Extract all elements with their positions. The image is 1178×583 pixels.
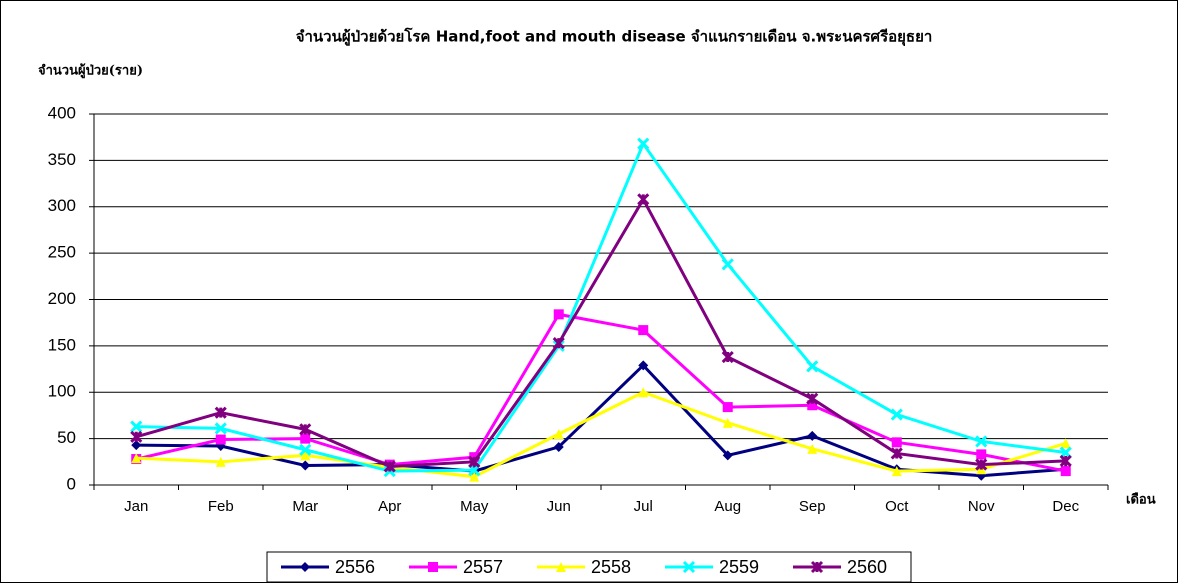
- marker: [468, 455, 481, 468]
- series-line: [136, 140, 1066, 473]
- y-tick-label: 200: [48, 289, 76, 308]
- marker: [214, 422, 227, 435]
- marker: [300, 562, 310, 572]
- marker: [130, 420, 143, 433]
- legend-label: 2556: [335, 557, 375, 577]
- x-tick-label: Feb: [208, 498, 234, 515]
- x-tick-label: Aug: [714, 498, 741, 515]
- marker: [638, 325, 649, 336]
- y-tick-label: 100: [48, 382, 76, 401]
- marker: [638, 360, 649, 371]
- marker: [215, 456, 226, 467]
- marker: [806, 392, 819, 405]
- marker: [807, 430, 818, 441]
- marker: [300, 460, 311, 471]
- marker: [214, 406, 227, 419]
- marker: [976, 449, 987, 460]
- marker: [299, 423, 312, 436]
- marker: [131, 440, 142, 451]
- marker: [722, 402, 733, 413]
- x-tick-label: Dec: [1052, 498, 1079, 515]
- marker: [682, 560, 696, 574]
- marker: [300, 450, 311, 461]
- marker: [890, 408, 903, 421]
- marker: [553, 428, 564, 439]
- marker: [1060, 466, 1071, 477]
- marker: [722, 417, 733, 428]
- x-tick-label: Apr: [378, 498, 401, 515]
- marker: [552, 337, 565, 350]
- y-tick-label: 350: [48, 150, 76, 169]
- marker: [131, 453, 142, 464]
- y-axis-label: จำนวนผู้ป่วย(ราย): [38, 63, 143, 79]
- x-tick-label: Oct: [885, 498, 909, 515]
- marker: [1060, 438, 1071, 449]
- legend-label: 2559: [719, 557, 759, 577]
- marker: [1059, 454, 1072, 467]
- y-tick-label: 300: [48, 196, 76, 215]
- legend-label: 2560: [847, 557, 887, 577]
- x-tick-label: Jan: [124, 498, 148, 515]
- marker: [975, 435, 988, 448]
- y-tick-label: 150: [48, 335, 76, 354]
- marker: [722, 450, 733, 461]
- marker: [299, 443, 312, 456]
- x-axis-label: เดือน: [1126, 492, 1156, 508]
- marker: [891, 437, 902, 448]
- x-tick-label: May: [460, 498, 489, 515]
- y-tick-label: 0: [67, 474, 76, 493]
- marker: [721, 350, 734, 364]
- marker: [721, 258, 734, 271]
- marker: [807, 400, 818, 411]
- series-line: [135, 196, 1066, 468]
- marker: [806, 360, 819, 373]
- marker: [637, 137, 650, 150]
- marker: [428, 562, 438, 572]
- x-tick-label: Jul: [634, 498, 653, 515]
- y-tick-label: 250: [48, 243, 76, 262]
- marker: [130, 430, 143, 443]
- chart-title: จำนวนผู้ป่วยด้วยโรค Hand,foot and mouth …: [296, 27, 933, 47]
- x-tick-label: Jun: [547, 498, 571, 515]
- x-tick-label: Nov: [968, 498, 995, 515]
- legend-label: 2558: [591, 557, 631, 577]
- y-tick-label: 50: [57, 428, 76, 447]
- marker: [300, 433, 311, 444]
- marker: [469, 471, 480, 482]
- marker: [890, 447, 903, 460]
- marker: [383, 460, 396, 473]
- marker: [975, 458, 988, 471]
- marker: [556, 562, 566, 572]
- marker: [553, 309, 564, 320]
- series-line: [136, 390, 1067, 479]
- series-line: [135, 312, 1067, 473]
- x-tick-label: Sep: [799, 498, 826, 515]
- x-tick-label: Mar: [292, 498, 318, 515]
- legend-label: 2557: [463, 557, 503, 577]
- marker: [215, 434, 226, 445]
- marker: [810, 560, 824, 574]
- marker: [553, 441, 564, 452]
- marker: [891, 466, 902, 477]
- y-tick-label: 400: [48, 103, 76, 122]
- marker: [638, 387, 649, 398]
- marker: [807, 443, 818, 454]
- marker: [637, 193, 650, 206]
